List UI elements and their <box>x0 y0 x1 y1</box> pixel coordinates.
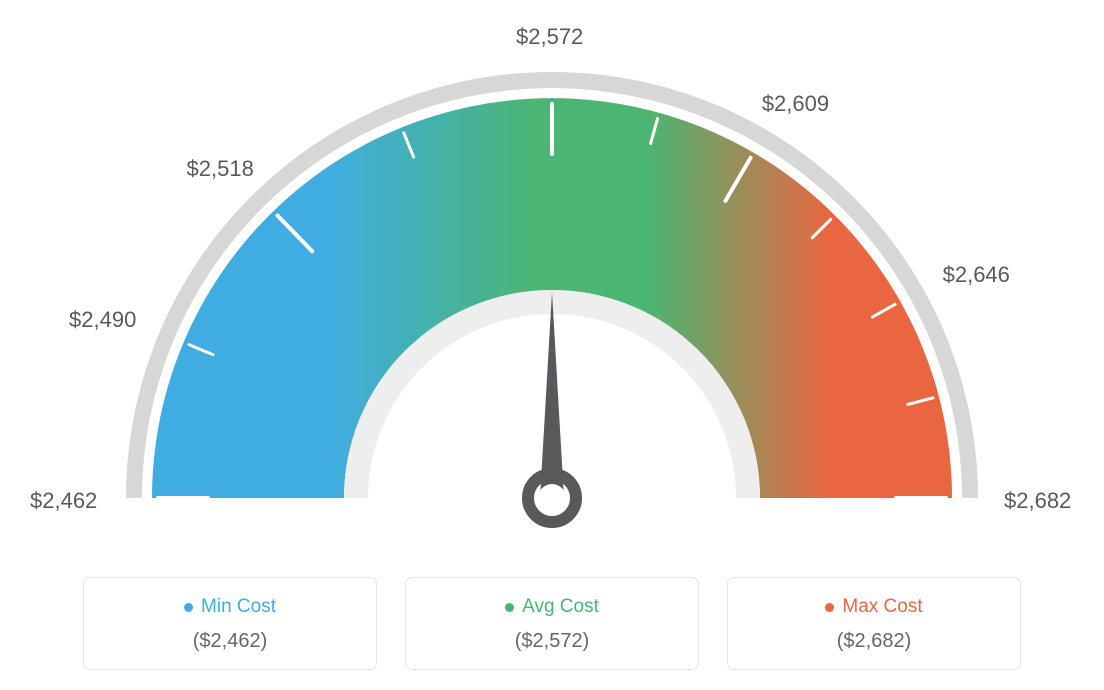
gauge-tick-label: $2,646 <box>943 262 1010 288</box>
dot-max-icon <box>825 603 834 612</box>
legend-card-min: Min Cost ($2,462) <box>83 577 377 670</box>
legend-title-max: Max Cost <box>825 596 922 618</box>
gauge-svg <box>0 0 1104 530</box>
gauge-tick-label: $2,609 <box>762 91 829 117</box>
legend-card-max: Max Cost ($2,682) <box>727 577 1021 670</box>
gauge-tick-label: $2,572 <box>516 24 583 50</box>
legend-card-avg: Avg Cost ($2,572) <box>405 577 699 670</box>
gauge-tick-label: $2,682 <box>1004 488 1071 514</box>
legend-value-max: ($2,682) <box>738 630 1010 653</box>
gauge-tick-label: $2,462 <box>30 488 97 514</box>
legend-value-avg: ($2,572) <box>416 630 688 653</box>
dot-avg-icon <box>505 603 514 612</box>
legend-title-avg: Avg Cost <box>505 596 599 618</box>
legend-value-min: ($2,462) <box>94 630 366 653</box>
gauge-tick-label: $2,518 <box>187 156 254 182</box>
gauge-tick-label: $2,490 <box>69 307 136 333</box>
chart-container: $2,462 $2,490 $2,518 $2,572 $2,609 $2,646 $2,6… <box>0 0 1104 690</box>
legend-row: Min Cost ($2,462) Avg Cost ($2,572) Max … <box>0 577 1104 670</box>
dot-min-icon <box>184 603 193 612</box>
gauge-chart: $2,462 $2,490 $2,518 $2,572 $2,609 $2,646 $2,6… <box>0 0 1104 530</box>
legend-title-max-text: Max Cost <box>842 596 922 618</box>
legend-title-min: Min Cost <box>184 596 276 618</box>
legend-title-min-text: Min Cost <box>201 596 276 618</box>
legend-title-avg-text: Avg Cost <box>522 596 599 618</box>
